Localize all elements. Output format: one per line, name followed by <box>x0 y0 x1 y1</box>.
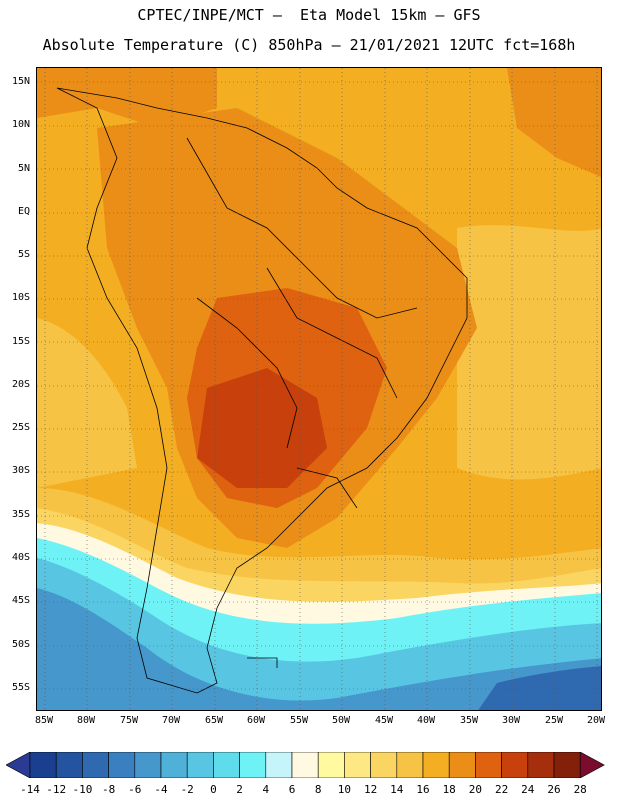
colorbar-label: -10 <box>72 783 93 796</box>
colorbar-label: 2 <box>236 783 243 796</box>
map-title-line1: CPTEC/INPE/MCT – Eta Model 15km – GFS <box>137 6 481 24</box>
colorbar-label: 14 <box>390 783 404 796</box>
field-band-m2 <box>37 588 601 710</box>
colorbar-label: 0 <box>210 783 217 796</box>
field-atl-cool <box>457 225 601 480</box>
lat-label: 55S <box>11 682 30 693</box>
lon-label: 70W <box>161 715 181 726</box>
temperature-map <box>36 67 602 711</box>
colorbar-swatch <box>553 752 581 778</box>
colorbar-label: 12 <box>363 783 378 796</box>
colorbar-label: 8 <box>314 783 322 796</box>
lat-label: 5N <box>17 163 30 174</box>
colorbar-label: -6 <box>128 783 142 796</box>
colorbar-swatch <box>265 752 293 778</box>
colorbar-swatch <box>134 752 162 778</box>
lat-label: 15S <box>11 336 30 347</box>
colorbar-label: 18 <box>442 783 456 796</box>
colorbar-swatch <box>186 752 214 778</box>
colorbar-label: 16 <box>416 783 430 796</box>
colorbar-swatch <box>344 752 371 778</box>
colorbar-label: -2 <box>180 783 194 796</box>
colorbar-label: -8 <box>101 783 116 796</box>
colorbar-arrow-low <box>6 752 31 778</box>
lat-label: 50S <box>11 639 30 650</box>
lat-label: 5S <box>17 249 30 260</box>
lon-label: 25W <box>544 715 564 726</box>
lon-label: 20W <box>586 715 606 726</box>
lat-label: 25S <box>11 422 30 433</box>
lat-label: 30S <box>11 465 30 476</box>
lon-label: 75W <box>119 715 139 726</box>
lon-label: 50W <box>331 715 351 726</box>
colorbar-label: 24 <box>521 783 535 796</box>
lat-label: 45S <box>11 595 30 606</box>
lat-label: 15N <box>11 76 30 87</box>
colorbar-swatch <box>475 752 502 778</box>
lat-label: 40S <box>11 552 30 563</box>
colorbar-label: 20 <box>468 783 483 796</box>
colorbar-swatch <box>448 752 476 778</box>
colorbar-swatch <box>396 752 424 778</box>
graticule <box>37 68 601 710</box>
field-ne-warm <box>507 68 601 178</box>
field-hot-core2 <box>197 368 327 488</box>
colorbar-label: 28 <box>573 783 587 796</box>
lon-label: 60W <box>246 715 266 726</box>
colorbar-swatch <box>82 752 109 778</box>
lat-label: 10N <box>11 119 30 130</box>
colorbar-swatch <box>108 752 136 778</box>
lon-label: 45W <box>374 715 394 726</box>
lon-label: 65W <box>204 715 224 726</box>
colorbar-swatch <box>160 752 188 778</box>
colorbar-swatch <box>370 752 398 778</box>
colorbar-label: 22 <box>494 783 509 796</box>
map-title-line2: Absolute Temperature (C) 850hPa – 21/01/… <box>42 36 576 54</box>
colorbar-swatch <box>239 752 267 778</box>
colorbar <box>6 752 605 778</box>
colorbar-label: 4 <box>262 783 270 796</box>
field-band-m6 <box>478 666 601 710</box>
lat-label: 20S <box>11 379 30 390</box>
lat-label: 35S <box>11 509 30 520</box>
lon-label: 55W <box>289 715 309 726</box>
colorbar-label: -14 <box>20 783 40 796</box>
colorbar-swatch <box>527 752 555 778</box>
lon-label: 85W <box>34 715 54 726</box>
colorbar-swatch <box>422 752 450 778</box>
colorbar-label: -4 <box>154 783 168 796</box>
lat-label: EQ <box>17 206 30 217</box>
lon-label: 30W <box>501 715 521 726</box>
coastlines <box>56 87 468 694</box>
colorbar-label: 10 <box>337 783 352 796</box>
colorbar-swatch <box>29 752 57 778</box>
field-atl-cool2 <box>37 318 137 488</box>
colorbar-label: 26 <box>547 783 561 796</box>
lat-label: 10S <box>11 292 30 303</box>
colorbar-swatch <box>317 752 345 778</box>
lon-label: 35W <box>459 715 479 726</box>
lon-label: 40W <box>416 715 436 726</box>
colorbar-swatch <box>213 752 240 778</box>
colorbar-swatch <box>501 752 529 778</box>
lon-label: 80W <box>76 715 96 726</box>
colorbar-label: 6 <box>288 783 296 796</box>
colorbar-arrow-high <box>579 752 605 778</box>
colorbar-swatch <box>55 752 83 778</box>
colorbar-label: -12 <box>46 783 67 796</box>
colorbar-swatch <box>291 752 319 778</box>
